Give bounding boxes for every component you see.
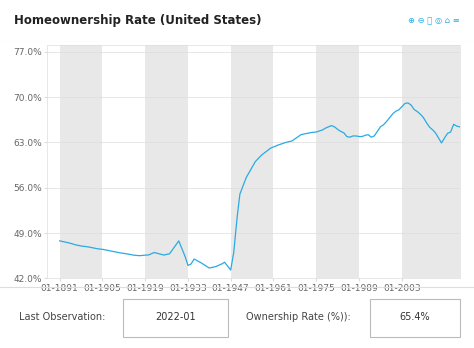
Bar (316, 45, 359, 278)
Text: 65.4%: 65.4% (400, 312, 430, 322)
Text: Homeownership Rate (United States): Homeownership Rate (United States) (14, 14, 262, 27)
Bar (231, 45, 273, 278)
Bar (145, 45, 188, 278)
FancyBboxPatch shape (123, 299, 228, 337)
Bar (60, 45, 102, 278)
Text: Last Observation:: Last Observation: (19, 312, 105, 322)
Text: 2022-01: 2022-01 (155, 312, 196, 322)
FancyBboxPatch shape (370, 299, 460, 337)
Text: Ownership Rate (%)):: Ownership Rate (%)): (246, 312, 351, 322)
Text: ⊕ ⊖ ⌕ ◎ ⌂ ≡: ⊕ ⊖ ⌕ ◎ ⌂ ≡ (408, 16, 460, 25)
Bar (402, 45, 460, 278)
